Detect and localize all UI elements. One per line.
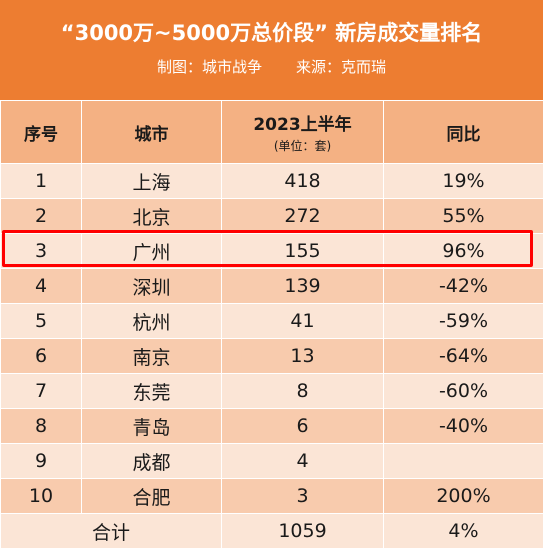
column-header-volume-label: 2023上半年	[253, 115, 351, 135]
column-header-volume: 2023上半年 (单位：套)	[222, 101, 384, 164]
yoy-cell: -64%	[384, 339, 543, 374]
rank-cell: 8	[1, 409, 82, 444]
yoy-cell: -40%	[384, 409, 543, 444]
table-row-highlighted: 3 广州 155 96%	[1, 234, 543, 269]
city-cell: 广州	[82, 234, 222, 269]
table-row: 4 深圳 139 -42%	[1, 269, 543, 304]
rank-cell: 7	[1, 374, 82, 409]
table-row: 9 成都 4	[1, 444, 543, 479]
volume-cell: 272	[222, 199, 384, 234]
volume-cell: 155	[222, 234, 384, 269]
rank-cell: 9	[1, 444, 82, 479]
total-yoy: 4%	[384, 514, 543, 549]
total-volume: 1059	[222, 514, 384, 549]
header-banner: “3000万~5000万总价段” 新房成交量排名 制图：城市战争 来源：克而瑞	[0, 0, 543, 100]
rank-cell: 2	[1, 199, 82, 234]
yoy-cell: 55%	[384, 199, 543, 234]
volume-cell: 8	[222, 374, 384, 409]
city-cell: 北京	[82, 199, 222, 234]
table-row: 10 合肥 3 200%	[1, 479, 543, 514]
column-header-yoy: 同比	[384, 101, 543, 164]
column-header-rank: 序号	[1, 101, 82, 164]
table-row: 6 南京 13 -64%	[1, 339, 543, 374]
city-cell: 东莞	[82, 374, 222, 409]
yoy-cell: 19%	[384, 164, 543, 199]
volume-cell: 418	[222, 164, 384, 199]
rank-cell: 6	[1, 339, 82, 374]
source-label: 来源：克而瑞	[296, 58, 386, 76]
column-header-city: 城市	[82, 101, 222, 164]
page-title: “3000万~5000万总价段” 新房成交量排名	[0, 18, 543, 48]
credit-label: 制图：城市战争	[157, 58, 262, 76]
yoy-cell: 96%	[384, 234, 543, 269]
table-row: 7 东莞 8 -60%	[1, 374, 543, 409]
unit-note: (单位：套)	[222, 137, 383, 154]
total-label: 合计	[1, 514, 222, 549]
city-cell: 合肥	[82, 479, 222, 514]
city-cell: 青岛	[82, 409, 222, 444]
volume-cell: 41	[222, 304, 384, 339]
rank-cell: 10	[1, 479, 82, 514]
rank-cell: 4	[1, 269, 82, 304]
total-row: 合计 1059 4%	[1, 514, 543, 549]
yoy-cell	[384, 444, 543, 479]
volume-cell: 6	[222, 409, 384, 444]
table-row: 8 青岛 6 -40%	[1, 409, 543, 444]
city-cell: 杭州	[82, 304, 222, 339]
rank-cell: 5	[1, 304, 82, 339]
city-cell: 深圳	[82, 269, 222, 304]
yoy-cell: -60%	[384, 374, 543, 409]
yoy-cell: 200%	[384, 479, 543, 514]
rank-cell: 1	[1, 164, 82, 199]
yoy-cell: -42%	[384, 269, 543, 304]
rank-cell: 3	[1, 234, 82, 269]
table-row: 5 杭州 41 -59%	[1, 304, 543, 339]
table-row: 2 北京 272 55%	[1, 199, 543, 234]
city-cell: 南京	[82, 339, 222, 374]
yoy-cell: -59%	[384, 304, 543, 339]
volume-cell: 4	[222, 444, 384, 479]
city-cell: 成都	[82, 444, 222, 479]
city-cell: 上海	[82, 164, 222, 199]
volume-cell: 13	[222, 339, 384, 374]
subtitle: 制图：城市战争 来源：克而瑞	[0, 56, 543, 78]
table-row: 1 上海 418 19%	[1, 164, 543, 199]
ranking-table: 序号 城市 2023上半年 (单位：套) 同比 1 上海 418 19% 2 北…	[0, 100, 543, 549]
volume-cell: 139	[222, 269, 384, 304]
table-header-row: 序号 城市 2023上半年 (单位：套) 同比	[1, 101, 543, 164]
volume-cell: 3	[222, 479, 384, 514]
